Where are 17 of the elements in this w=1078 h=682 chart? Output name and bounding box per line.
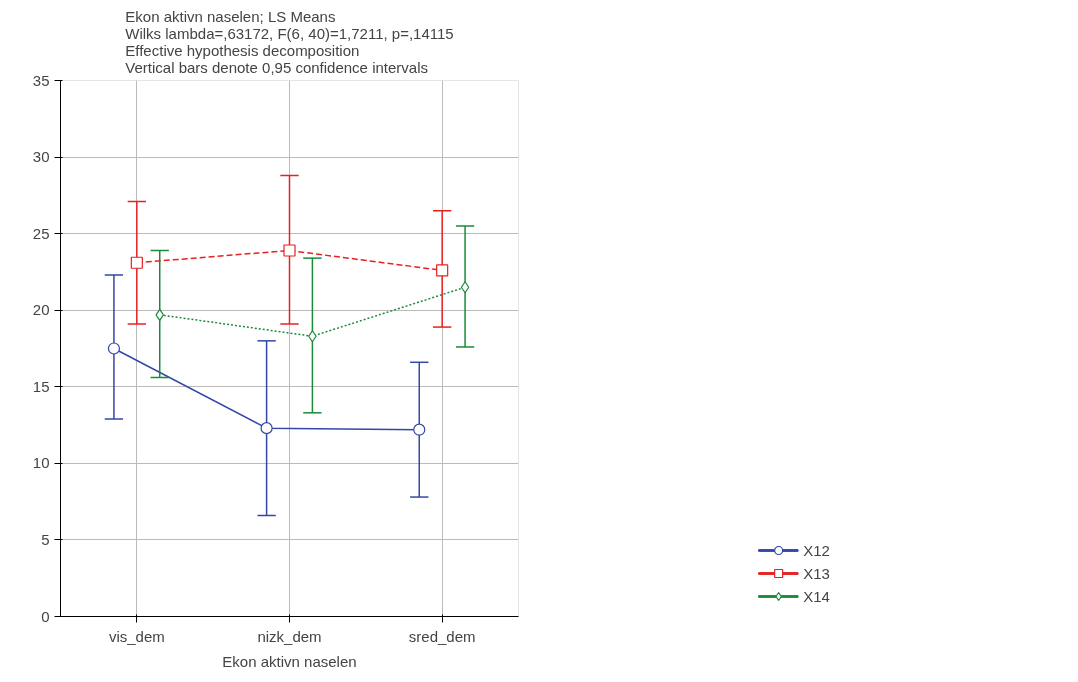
y-tick-label: 30 (32, 148, 50, 166)
x-tick-label: vis_dem (108, 627, 165, 645)
y-tick-label: 5 (41, 530, 50, 548)
chart-title: Ekon aktivn naselen; LS Means (125, 7, 336, 25)
x-axis-title: Ekon aktivn naselen (222, 652, 357, 670)
y-tick-label: 25 (32, 224, 50, 242)
y-tick-label: 10 (32, 454, 50, 472)
legend-label: X14 (803, 587, 830, 605)
y-tick-label: 0 (41, 607, 50, 625)
y-tick-label: 15 (32, 377, 50, 395)
x-tick-label: nizk_dem (257, 627, 322, 645)
legend-label: X13 (803, 564, 830, 582)
y-tick-label: 20 (32, 301, 50, 319)
y-tick-label: 35 (32, 71, 50, 89)
legend-label: X12 (803, 541, 830, 559)
x-tick-label: sred_dem (408, 627, 476, 645)
chart-subtitle: Wilks lambda=,63172, F(6, 40)=1,7211, p=,14115 Effective hypothesis decomposition Vertical bars denote 0,95 confidence intervals (125, 24, 454, 76)
